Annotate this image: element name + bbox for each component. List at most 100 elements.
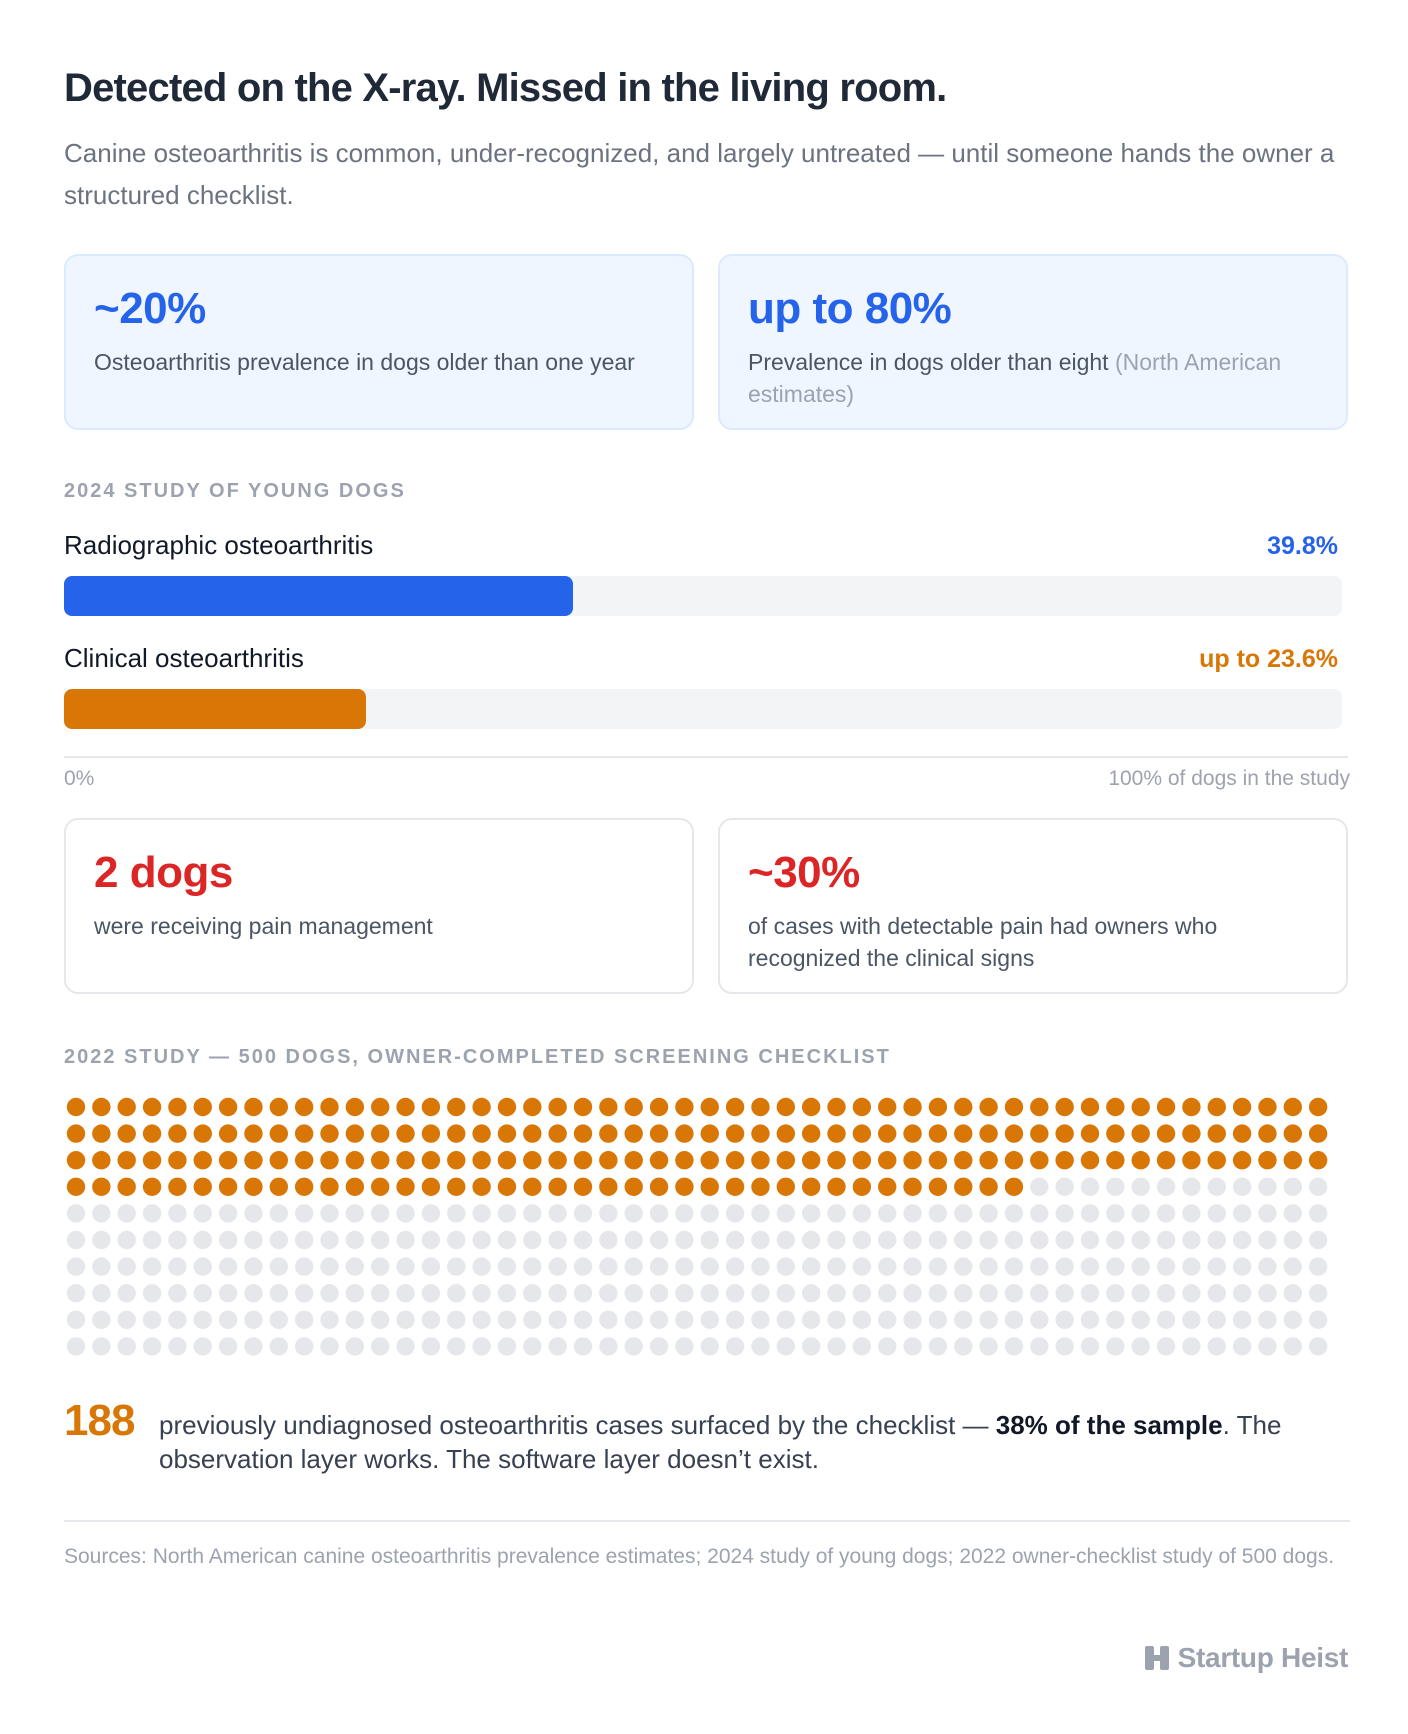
waffle-dot-highlighted [725, 1097, 745, 1117]
waffle-dot-highlighted [751, 1124, 770, 1143]
waffle-dot [396, 1337, 415, 1356]
waffle-dot [954, 1257, 973, 1276]
waffle-dot [928, 1337, 948, 1356]
waffle-dot [903, 1284, 922, 1303]
waffle-dot-highlighted [117, 1124, 136, 1143]
waffle-dot-highlighted [1030, 1151, 1049, 1170]
waffle-dot-highlighted [66, 1177, 86, 1196]
waffle-dot [700, 1337, 719, 1356]
waffle-dot [878, 1257, 897, 1276]
waffle-dot [1207, 1310, 1226, 1329]
waffle-dot [801, 1310, 821, 1329]
waffle-dot-highlighted [1080, 1151, 1100, 1170]
bar-label-clinical: Clinical osteoarthritis [64, 643, 304, 673]
waffle-dot [878, 1337, 897, 1356]
waffle-dot-highlighted [294, 1097, 314, 1117]
waffle-dot [1131, 1310, 1150, 1329]
waffle-dot [1156, 1204, 1176, 1223]
waffle-dot [66, 1284, 86, 1303]
waffle-dot-highlighted [1106, 1151, 1125, 1170]
waffle-dot [1258, 1177, 1277, 1196]
waffle-dot-highlighted [294, 1177, 314, 1196]
waffle-dot-highlighted [954, 1177, 973, 1196]
waffle-dot-highlighted [700, 1177, 719, 1196]
waffle-dot [269, 1284, 288, 1303]
waffle-dot-highlighted [371, 1124, 390, 1143]
waffle-dot [725, 1337, 745, 1356]
waffle-dot [1258, 1257, 1277, 1276]
waffle-dot-highlighted [320, 1177, 339, 1196]
waffle-dot [1283, 1310, 1303, 1329]
waffle-dot [1182, 1284, 1201, 1303]
waffle-dot [624, 1284, 643, 1303]
waffle-dot [320, 1310, 339, 1329]
waffle-dot-highlighted [345, 1151, 365, 1170]
waffle-dot-highlighted [244, 1151, 263, 1170]
waffle-dot-highlighted [1080, 1097, 1100, 1117]
waffle-dot-highlighted [421, 1097, 441, 1117]
waffle-dot-highlighted [92, 1177, 111, 1196]
waffle-dot [1080, 1257, 1100, 1276]
waffle-dot-highlighted [523, 1151, 542, 1170]
waffle-dot [92, 1257, 111, 1276]
waffle-dot-highlighted [142, 1177, 162, 1196]
waffle-dot-highlighted [244, 1177, 263, 1196]
waffle-dot [1156, 1177, 1176, 1196]
waffle-dot-highlighted [573, 1151, 593, 1170]
waffle-dot [345, 1337, 365, 1356]
waffle-dot [294, 1310, 314, 1329]
waffle-dot [218, 1284, 238, 1303]
waffle-dot-highlighted [903, 1097, 922, 1117]
waffle-dot-highlighted [827, 1124, 846, 1143]
waffle-dot [1232, 1337, 1252, 1356]
waffle-dot [801, 1337, 821, 1356]
waffle-dot [1131, 1204, 1150, 1223]
waffle-dot [1080, 1284, 1100, 1303]
waffle-dot [1030, 1337, 1049, 1356]
waffle-dot [751, 1337, 770, 1356]
waffle-dot [903, 1310, 922, 1329]
waffle-dot [1182, 1257, 1201, 1276]
waffle-dot [649, 1257, 669, 1276]
waffle-dot [1055, 1284, 1074, 1303]
waffle-dot [852, 1230, 872, 1250]
waffle-dot [168, 1310, 187, 1329]
waffle-dot-highlighted [852, 1151, 872, 1170]
waffle-dot [1055, 1257, 1074, 1276]
waffle-dot [244, 1337, 263, 1356]
waffle-dot-highlighted [751, 1151, 770, 1170]
waffle-dot-highlighted [66, 1097, 86, 1117]
waffle-dot [852, 1257, 872, 1276]
waffle-dot [1055, 1310, 1074, 1329]
waffle-dot-highlighted [472, 1177, 491, 1196]
waffle-dot [269, 1204, 288, 1223]
waffle-dot-highlighted [852, 1097, 872, 1117]
waffle-dot-highlighted [878, 1151, 897, 1170]
waffle-dot [776, 1337, 795, 1356]
waffle-dot-highlighted [345, 1177, 365, 1196]
waffle-dot-highlighted [852, 1124, 872, 1143]
waffle-dot-highlighted [827, 1177, 846, 1196]
startup-heist-logo-icon [1144, 1646, 1169, 1670]
waffle-dot-highlighted [66, 1124, 86, 1143]
waffle-dot [852, 1337, 872, 1356]
waffle-dot [472, 1204, 491, 1223]
stat-value: 2 dogs [94, 848, 233, 897]
waffle-dot [244, 1230, 263, 1250]
waffle-dot [1283, 1230, 1303, 1250]
waffle-dot [294, 1204, 314, 1223]
waffle-dot [523, 1337, 542, 1356]
waffle-dot [599, 1257, 618, 1276]
waffle-dot [878, 1230, 897, 1250]
waffle-dot [1182, 1204, 1201, 1223]
waffle-dot-highlighted [396, 1177, 415, 1196]
waffle-dot-highlighted [827, 1151, 846, 1170]
stat-description: of cases with detectable pain had owners… [748, 913, 1218, 971]
waffle-dot-highlighted [320, 1124, 339, 1143]
waffle-dot [447, 1204, 466, 1223]
waffle-dot-highlighted [396, 1097, 415, 1117]
waffle-dot [979, 1337, 998, 1356]
waffle-dot [928, 1284, 948, 1303]
waffle-dot [193, 1230, 212, 1250]
waffle-dot [1131, 1257, 1150, 1276]
